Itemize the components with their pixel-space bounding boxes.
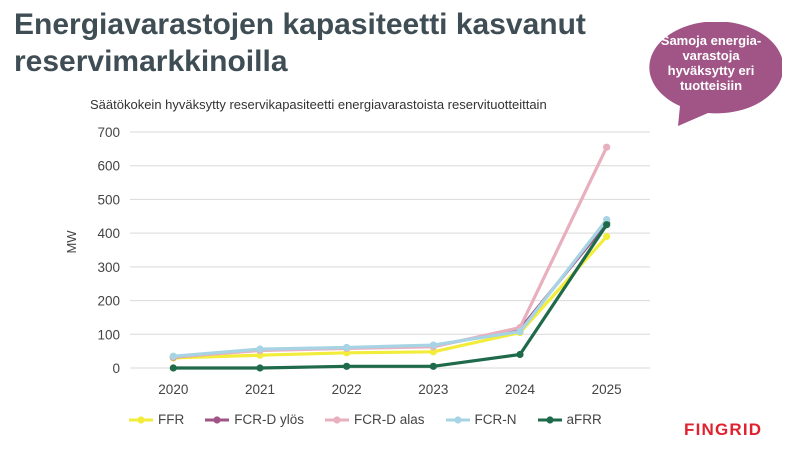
data-point — [603, 143, 611, 151]
data-point — [603, 221, 611, 229]
legend-item: aFRR — [537, 412, 602, 427]
data-point — [256, 345, 264, 353]
series-line — [173, 235, 608, 360]
series-line — [173, 218, 608, 358]
legend-label: FCR-D alas — [354, 412, 425, 427]
series-fcr-n — [169, 216, 611, 360]
data-point — [516, 350, 524, 359]
callout-shape — [649, 22, 782, 126]
data-point — [169, 352, 177, 360]
data-point — [429, 362, 437, 370]
legend-label: FCR-D ylös — [234, 412, 304, 427]
y-tick-label: 500 — [97, 192, 120, 207]
series-lines — [169, 143, 611, 372]
legend-swatch — [537, 415, 562, 424]
legend-item: FCR-N — [445, 412, 517, 427]
y-tick-label: 0 — [112, 361, 120, 376]
legend-label: FFR — [158, 412, 185, 427]
legend-item: FCR-D ylös — [204, 412, 304, 427]
x-tick-label: 2021 — [245, 382, 275, 397]
data-point — [343, 343, 351, 352]
grid-lines — [130, 131, 650, 369]
data-point — [603, 232, 611, 241]
data-point — [256, 364, 264, 372]
legend-swatch — [205, 415, 230, 424]
x-tick-label: 2022 — [332, 382, 362, 397]
y-tick-label: 400 — [97, 226, 120, 241]
x-tick-label: 2020 — [158, 382, 188, 397]
slide-title: Energiavarastojen kapasiteetti kasvanut … — [14, 8, 586, 78]
fingrid-logo: FINGRID — [684, 420, 763, 439]
x-axis-ticks: 2020 2021 2022 2023 2024 2025 — [158, 382, 621, 397]
legend-swatch — [325, 415, 349, 424]
legend: FFR FCR-D ylös FCR-D alas FCR-N aFRR — [128, 412, 622, 427]
callout-bubble: Samoja energia-varastoja hyväksytty eri … — [640, 22, 782, 126]
series-line — [173, 222, 608, 359]
legend-item: FCR-D alas — [324, 412, 425, 427]
y-tick-label: 600 — [97, 159, 120, 174]
data-point — [516, 327, 524, 336]
y-tick-label: 100 — [97, 327, 120, 342]
y-axis-ticks: 0 100 200 300 400 500 600 700 — [97, 125, 120, 376]
series-fcr-d-alas — [169, 143, 611, 361]
y-tick-label: 300 — [97, 260, 120, 275]
y-tick-label: 200 — [97, 294, 120, 309]
data-point — [429, 341, 437, 349]
legend-swatch — [445, 415, 470, 424]
legend-item: FFR — [128, 412, 184, 427]
data-point — [603, 216, 611, 224]
series-line — [173, 146, 609, 359]
y-axis-title: MW — [64, 230, 79, 254]
legend-label: aFRR — [566, 412, 602, 427]
legend-swatch — [129, 415, 153, 424]
x-tick-label: 2025 — [592, 382, 622, 397]
data-point — [429, 348, 437, 356]
series-fcr-d-yl-s — [169, 219, 611, 361]
series-line — [173, 223, 608, 370]
x-tick-label: 2024 — [505, 382, 536, 397]
x-tick-label: 2023 — [418, 382, 448, 397]
callout-text: Samoja energia-varastoja hyväksytty eri … — [660, 33, 762, 93]
data-point — [343, 362, 351, 370]
chart-title: Säätökokein hyväksytty reservikapasiteet… — [90, 97, 547, 112]
y-tick-label: 700 — [97, 125, 120, 140]
data-point — [169, 364, 177, 372]
legend-label: FCR-N — [474, 412, 517, 427]
series-afrr — [169, 221, 611, 372]
